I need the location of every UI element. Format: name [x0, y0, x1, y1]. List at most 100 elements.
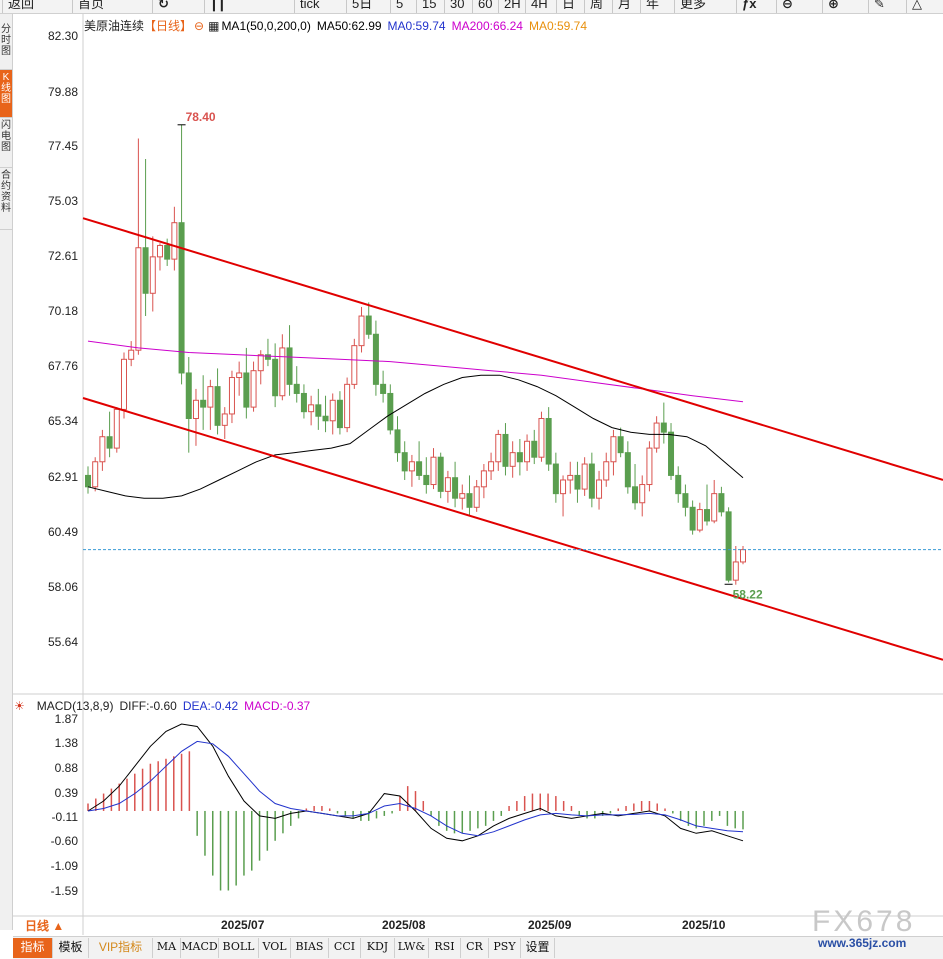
candle-body [675, 474, 682, 495]
main-legend: 美原油连续【日线】 ⊖ ▦ MA1(50,0,200,0) MA50:62.99 MA0:… [84, 17, 593, 34]
toolbar-item[interactable]: 2H [504, 0, 521, 11]
candle-body [300, 392, 307, 413]
candle-body [567, 474, 574, 481]
toolbar-item[interactable]: 5 [396, 0, 404, 11]
refresh-icon[interactable]: ↻ [158, 0, 169, 11]
candle-body [416, 461, 423, 476]
candle-body [524, 440, 531, 463]
toolbar-divider [525, 0, 526, 13]
tab-cr[interactable]: CR [461, 938, 489, 958]
candle-body [99, 436, 106, 463]
macd-diff: DIFF:-0.60 [119, 699, 177, 713]
period-selector[interactable]: 日线 ▲ [13, 918, 75, 935]
price-tick: 79.88 [47, 85, 78, 99]
candle-body [192, 399, 199, 420]
toolbar-item[interactable]: 更多 [680, 0, 707, 11]
candle-body [387, 392, 394, 431]
price-tick: 75.03 [47, 194, 78, 208]
candle-body [135, 247, 142, 351]
toolbar-item[interactable]: 60 [478, 0, 493, 11]
tab-vol[interactable]: VOL [259, 938, 291, 958]
toolbar-item[interactable]: tick [300, 0, 320, 11]
candle-body [560, 479, 567, 495]
candle-body [142, 247, 149, 294]
indicator-tabs: 指标 模板 VIP指标 MA MACD BOLL VOL BIAS CCI KD… [13, 936, 943, 959]
candle-body [466, 493, 473, 508]
draw-icon[interactable]: ✎ [874, 0, 885, 11]
ma-grid-icon[interactable]: ▦ [208, 19, 220, 33]
instrument-name: 美原油连续 [84, 19, 145, 33]
tab-rsi[interactable]: RSI [429, 938, 461, 958]
toolbar-divider [152, 0, 153, 13]
toolbar-item[interactable]: 5日 [352, 0, 373, 11]
macd-value: MACD:-0.37 [244, 699, 311, 713]
tab-settings[interactable]: 设置 [521, 938, 555, 958]
candle-body [488, 461, 495, 472]
macd-legend: ☀ MACD(13,8,9) DIFF:-0.60 DEA:-0.42 MACD:-0.… [14, 699, 316, 713]
candle-body [459, 493, 466, 499]
date-tick: 2025/09 [528, 918, 572, 932]
candle-body [228, 377, 235, 415]
tab-kdj[interactable]: KDJ [361, 938, 395, 958]
zoom-in-icon[interactable]: ⊕ [828, 0, 839, 11]
toolbar-divider [868, 0, 869, 13]
toolbar-item[interactable]: 4H [531, 0, 548, 11]
tab-bias[interactable]: BIAS [291, 938, 329, 958]
side-tab-kline[interactable]: K线图 [0, 70, 12, 118]
tab-boll[interactable]: BOLL [219, 938, 259, 958]
formula-icon[interactable]: ƒx [742, 0, 757, 11]
triangle-icon[interactable]: △ [912, 0, 922, 11]
toolbar-item[interactable]: 15 [422, 0, 437, 11]
toolbar-item[interactable]: 年 [646, 0, 660, 11]
date-tick: 2025/07 [221, 918, 265, 932]
candle-body [653, 422, 660, 449]
date-tick: 2025/10 [682, 918, 726, 932]
side-tab-timeshare[interactable]: 分时图 [0, 22, 12, 70]
side-tab-lightning[interactable]: 闪电图 [0, 118, 12, 168]
candle-body [588, 463, 595, 499]
toolbar-divider [776, 0, 777, 13]
zoom-out-icon[interactable]: ⊖ [782, 0, 793, 11]
candle-body [380, 383, 387, 394]
toolbar-item[interactable]: 返回 [8, 0, 35, 11]
tab-macd[interactable]: MACD [181, 938, 219, 958]
ma200-label: MA200:66.24 [451, 19, 523, 33]
toolbar-divider [498, 0, 499, 13]
candle-body [185, 372, 192, 420]
candle-body [704, 509, 711, 522]
tab-ma[interactable]: MA [153, 938, 181, 958]
toolbar-divider [736, 0, 737, 13]
top-toolbar: 返回 首页 ↻ ┃┃ tick 5日 5 15 30 60 2H 4H 日 周 月 年 更多 ƒx ⊖ ⊕ ✎ △ [0, 0, 943, 14]
toolbar-item[interactable]: 周 [590, 0, 604, 11]
tab-indicators[interactable]: 指标 [13, 938, 53, 958]
candle-body [401, 452, 408, 472]
side-tab-contract-info[interactable]: 合约资料 [0, 168, 12, 230]
toolbar-item[interactable]: 首页 [78, 0, 105, 11]
tab-cci[interactable]: CCI [329, 938, 361, 958]
toolbar-item[interactable]: 30 [450, 0, 465, 11]
ma0-label-b: MA0:59.74 [528, 19, 588, 33]
kline-icon[interactable]: ┃┃ [210, 0, 226, 11]
tab-psy[interactable]: PSY [489, 938, 521, 958]
high-label: 78.40 [186, 110, 216, 124]
tab-templates[interactable]: 模板 [53, 938, 89, 958]
price-tick: 55.64 [47, 635, 78, 649]
tab-lw[interactable]: LW& [395, 938, 429, 958]
toolbar-divider [612, 0, 613, 13]
settings-icon[interactable]: ⊖ [194, 19, 205, 33]
candle-body [632, 486, 639, 504]
candle-body [149, 256, 156, 294]
candle-body [164, 244, 171, 260]
ma1-label: MA1(50,0,200,0) [221, 19, 311, 33]
candle-body [711, 493, 718, 522]
macd-settings-icon[interactable]: ☀ [14, 699, 25, 713]
candle-body [322, 415, 329, 422]
candle-body [624, 452, 631, 488]
price-tick: 65.34 [47, 414, 78, 428]
toolbar-item[interactable]: 日 [562, 0, 576, 11]
watermark-logo: FX678 [812, 905, 916, 938]
tab-vip-indicators[interactable]: VIP指标 [89, 938, 153, 958]
price-tick: 72.61 [47, 249, 78, 263]
candle-body [214, 386, 221, 426]
toolbar-item[interactable]: 月 [618, 0, 632, 11]
